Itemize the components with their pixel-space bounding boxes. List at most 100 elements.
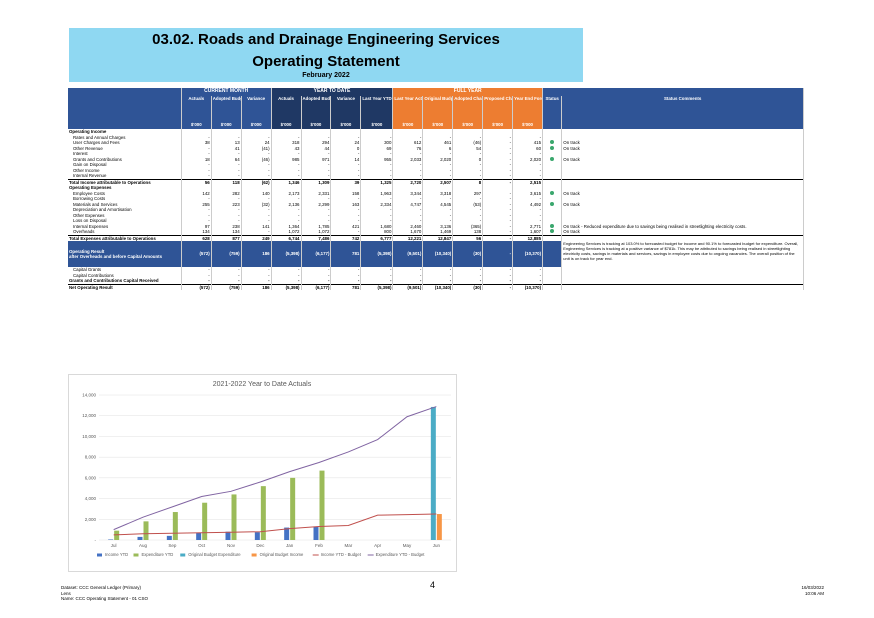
cell-value: (10,370)	[512, 283, 544, 290]
cell-value: -	[330, 196, 362, 202]
cell-value: 3,344	[392, 190, 424, 196]
status-cell	[542, 196, 563, 202]
status-cell	[542, 218, 563, 224]
cell-value: -	[512, 162, 544, 168]
y-tick-label: 4,000	[85, 496, 97, 501]
cell-value: -	[241, 272, 272, 278]
cell-value: (6,177)	[301, 283, 332, 290]
table-row: Materials and Services 255 223 (32) 2,136 2,2…	[68, 201, 804, 207]
legend-swatch	[97, 553, 102, 557]
cell-value: 134	[181, 229, 212, 235]
x-tick-label: Aug	[139, 543, 148, 548]
cell-value: -	[360, 196, 394, 202]
x-tick-label: Jan	[286, 543, 294, 548]
cell-value: (46)	[241, 156, 272, 162]
status-on-track-icon	[550, 140, 555, 144]
cell-value: -	[181, 151, 212, 157]
cell-value: (46)	[452, 140, 484, 146]
cell-value: 282	[211, 190, 242, 196]
column-unit: $'000	[330, 120, 362, 129]
cell-value: -	[211, 212, 242, 218]
cell-value: 1,072	[301, 229, 332, 235]
cell-value: -	[330, 134, 362, 140]
cell-value: -	[452, 218, 484, 224]
cell-value	[360, 185, 394, 191]
status-on-track-icon	[550, 156, 555, 161]
status-comment	[561, 283, 804, 290]
cell-value: -	[482, 234, 514, 241]
cell-value: -	[392, 212, 424, 218]
cell-value: -	[452, 173, 484, 179]
cell-value	[271, 185, 302, 191]
cell-value: -	[482, 156, 514, 162]
cell-value: 2,720	[392, 178, 424, 185]
column-unit: $'000	[422, 120, 454, 129]
row-label: Other Expenses	[68, 212, 182, 218]
status-cell	[542, 267, 563, 273]
cell-value: -	[482, 173, 514, 179]
cell-value: 97	[181, 223, 212, 229]
bar-expenditure-ytd	[143, 521, 149, 540]
units-header-row: $'000 $'000 $'000 $'000 $'000 $'000 $'000 $'000…	[68, 120, 804, 129]
x-tick-label: Dec	[256, 543, 265, 548]
status-comment	[561, 212, 804, 218]
table-row: Capital Grants - - - - - - - - - - - -	[68, 267, 804, 273]
cell-value: -	[211, 267, 242, 273]
column-unit: $'000	[181, 120, 212, 129]
row-label: Gain on Disposal	[68, 162, 182, 168]
y-tick-label: 14,000	[82, 393, 96, 398]
table-row: Employee Costs 142 282 140 2,173 2,331 158 1,96…	[68, 190, 804, 196]
status-comment	[561, 196, 804, 202]
cell-value: -	[482, 134, 514, 140]
cell-value: 1,325	[360, 178, 394, 185]
cell-value	[422, 185, 454, 191]
cell-value: -	[211, 218, 242, 224]
cell-value: -	[241, 212, 272, 218]
operating-result-row: Operating Result after Overheads and befo…	[68, 241, 804, 267]
status-comment	[561, 207, 804, 213]
column-header: Year End Forecast	[512, 96, 544, 120]
status-cell	[542, 151, 563, 157]
column-unit: $'000	[271, 120, 302, 129]
cell-value	[392, 185, 424, 191]
bar-income-ytd	[225, 531, 231, 540]
cell-value: -	[330, 173, 362, 179]
units-status-cell	[542, 120, 563, 129]
cell-value	[241, 129, 272, 135]
cell-value: -	[241, 218, 272, 224]
cell-value: 39	[330, 178, 362, 185]
cell-value: -	[181, 207, 212, 213]
cell-value: -	[422, 134, 454, 140]
column-header: Proposed Changes	[482, 96, 514, 120]
result-value: (10,340)	[422, 241, 454, 267]
status-comment: On track	[561, 201, 804, 207]
cell-value: 13	[211, 140, 242, 146]
group-full-year: FULL YEAR	[392, 88, 544, 96]
cell-value: 2,173	[271, 190, 302, 196]
x-tick-label: Jul	[111, 543, 117, 548]
cell-value	[512, 185, 544, 191]
status-comment	[561, 218, 804, 224]
cell-value: -	[392, 173, 424, 179]
cell-value: -	[301, 196, 332, 202]
status-comment	[561, 185, 804, 191]
cell-value: 249	[241, 234, 272, 241]
bar-original-budget-income	[436, 514, 442, 540]
y-tick-label: -	[95, 538, 97, 543]
cell-value: -	[241, 196, 272, 202]
column-header: Status Comments	[561, 96, 804, 120]
cell-value: -	[482, 190, 514, 196]
cell-value: -	[360, 272, 394, 278]
cell-value: -	[211, 151, 242, 157]
cell-value	[301, 185, 332, 191]
cell-value: -	[482, 267, 514, 273]
cell-value: -	[181, 167, 212, 173]
cell-value: 163	[330, 201, 362, 207]
cell-value: -	[512, 212, 544, 218]
bar-income-ytd	[313, 526, 319, 540]
bar-expenditure-ytd	[114, 530, 120, 540]
result-value: 781	[330, 241, 362, 267]
cell-value: -	[271, 272, 302, 278]
status-comment: On track - Reduced expenditure due to sa…	[561, 223, 804, 229]
cell-value: 12,885	[512, 234, 544, 241]
